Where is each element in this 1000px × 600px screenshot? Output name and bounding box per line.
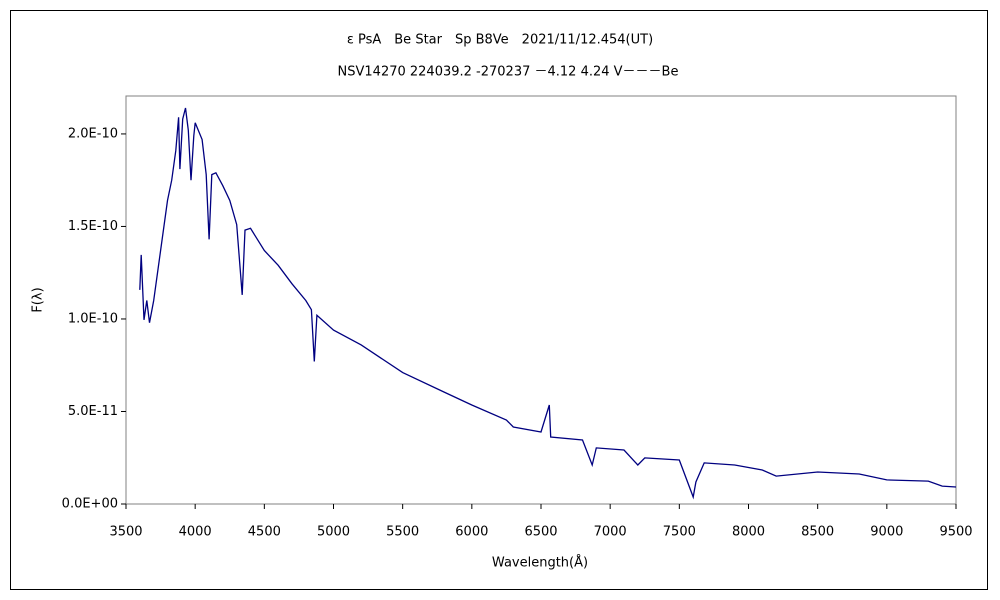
spectrum-line — [139, 107, 957, 500]
x-tick-label: 3500 — [109, 525, 142, 540]
chart-frame — [10, 10, 988, 590]
chart-subtitle: NSV14270 224039.2 -270237 －4.12 4.24 V－－… — [338, 65, 679, 80]
x-tick-label: 6500 — [524, 525, 557, 540]
x-tick-label: 4000 — [179, 525, 212, 540]
x-tick-label: 6000 — [455, 525, 488, 540]
x-axis-label: Wavelength(Å) — [492, 555, 588, 571]
x-tick-label: 7500 — [663, 525, 696, 540]
y-tick-label: 2.0E-10 — [68, 126, 118, 141]
x-tick-label: 4500 — [248, 525, 281, 540]
x-tick-label: 8000 — [732, 525, 765, 540]
y-tick-label: 1.5E-10 — [68, 219, 118, 234]
y-tick-label: 0.0E+00 — [62, 497, 118, 512]
y-tick-label: 1.0E-10 — [68, 311, 118, 326]
x-tick-label: 9000 — [870, 525, 903, 540]
y-axis-label: F(λ) — [31, 287, 46, 312]
y-tick-label: 5.0E-11 — [68, 404, 118, 419]
x-tick-label: 9500 — [939, 525, 972, 540]
chart-title: ε PsA Be Star Sp B8Ve 2021/11/12.454(UT) — [347, 33, 653, 48]
x-tick-label: 5500 — [386, 525, 419, 540]
x-tick-label: 7000 — [594, 525, 627, 540]
x-tick-label: 5000 — [317, 525, 350, 540]
x-tick-label: 8500 — [801, 525, 834, 540]
